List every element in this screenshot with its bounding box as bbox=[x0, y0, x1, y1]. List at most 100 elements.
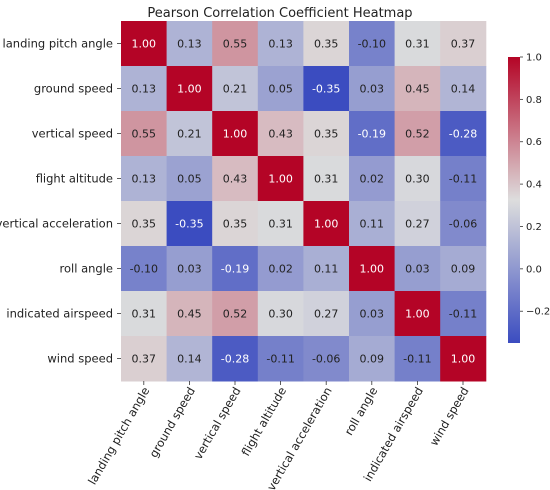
heatmap-cell bbox=[394, 156, 441, 202]
heatmap-cell bbox=[303, 66, 350, 112]
cell-value-label: 0.21 bbox=[223, 83, 248, 96]
heatmap-cell bbox=[212, 336, 259, 382]
cell-value-label: 0.35 bbox=[314, 38, 339, 51]
heatmap-cell bbox=[349, 291, 396, 337]
heatmap-cell bbox=[121, 336, 168, 382]
cell-value-label: 0.02 bbox=[268, 263, 293, 276]
heatmap-cell bbox=[440, 21, 487, 67]
heatmap-cell bbox=[121, 201, 168, 247]
y-tick-label: indicated airspeed bbox=[6, 307, 113, 321]
cell-value-label: 0.09 bbox=[451, 263, 476, 276]
cell-value-label: -0.11 bbox=[449, 308, 477, 321]
heatmap-cell bbox=[349, 21, 396, 67]
heatmap-cell bbox=[166, 21, 213, 67]
cell-value-label: 0.30 bbox=[268, 308, 293, 321]
cell-value-label: 0.31 bbox=[405, 38, 430, 51]
cell-value-label: 0.21 bbox=[177, 128, 202, 141]
cell-value-label: -0.06 bbox=[449, 218, 477, 231]
cell-value-label: 0.13 bbox=[132, 173, 157, 186]
heatmap-cell bbox=[440, 291, 487, 337]
heatmap-cell bbox=[257, 111, 304, 157]
y-tick-label: flight altitude bbox=[36, 172, 113, 186]
heatmap-cell bbox=[257, 336, 304, 382]
cell-value-label: 0.35 bbox=[132, 218, 157, 231]
cell-value-label: -0.11 bbox=[403, 353, 431, 366]
heatmap-cell bbox=[394, 336, 441, 382]
heatmap-cell bbox=[257, 291, 304, 337]
heatmap-cell bbox=[303, 336, 350, 382]
cell-value-label: 1.00 bbox=[268, 173, 293, 186]
colorbar-tick-label: 0.4 bbox=[526, 180, 542, 191]
x-tick-label: landing pitch angle bbox=[85, 385, 152, 488]
heatmap-cell bbox=[212, 291, 259, 337]
heatmap-cell bbox=[212, 111, 259, 157]
heatmap-cell bbox=[394, 246, 441, 292]
heatmap-cell bbox=[166, 291, 213, 337]
heatmap-cell bbox=[394, 21, 441, 67]
cell-value-label: 0.45 bbox=[405, 83, 430, 96]
heatmap-cell bbox=[212, 21, 259, 67]
heatmap-cell bbox=[212, 66, 259, 112]
cell-value-label: 0.11 bbox=[360, 218, 385, 231]
cell-value-label: -0.11 bbox=[266, 353, 294, 366]
heatmap-cell bbox=[349, 246, 396, 292]
heatmap-cell bbox=[166, 66, 213, 112]
heatmap-cell bbox=[394, 66, 441, 112]
cell-value-label: 0.27 bbox=[405, 218, 430, 231]
heatmap-cell bbox=[303, 156, 350, 202]
cell-value-label: 0.43 bbox=[223, 173, 248, 186]
heatmap-cell bbox=[121, 291, 168, 337]
cell-value-label: 1.00 bbox=[223, 128, 248, 141]
heatmap-cell bbox=[212, 246, 259, 292]
cell-value-label: 1.00 bbox=[314, 218, 339, 231]
colorbar-tick-label: 0.6 bbox=[526, 137, 542, 148]
x-tick-label: wind speed bbox=[427, 385, 472, 449]
x-tick-label: roll angle bbox=[342, 385, 381, 438]
cell-value-label: -0.10 bbox=[130, 263, 158, 276]
heatmap-cell bbox=[440, 201, 487, 247]
cell-value-label: 0.13 bbox=[268, 38, 293, 51]
colorbar-tick-label: −0.2 bbox=[526, 307, 550, 318]
colorbar-tick-label: 1.0 bbox=[526, 53, 542, 64]
cell-value-label: 0.03 bbox=[360, 308, 385, 321]
cell-value-label: 0.45 bbox=[177, 308, 202, 321]
colorbar-tick-label: 0.0 bbox=[526, 264, 542, 275]
y-tick-label: vertical speed bbox=[32, 127, 113, 141]
heatmap-cell bbox=[121, 21, 168, 67]
cell-value-label: 0.03 bbox=[360, 83, 385, 96]
heatmap-cell bbox=[257, 21, 304, 67]
colorbar-tick-label: 0.8 bbox=[526, 95, 542, 106]
cell-value-label: 0.11 bbox=[314, 263, 339, 276]
heatmap-cell bbox=[440, 156, 487, 202]
y-tick-label: ground speed bbox=[34, 82, 113, 96]
cell-value-label: 0.09 bbox=[360, 353, 385, 366]
heatmap-cell bbox=[257, 156, 304, 202]
heatmap-cell bbox=[166, 156, 213, 202]
heatmap-cell bbox=[166, 246, 213, 292]
cell-value-label: -0.11 bbox=[449, 173, 477, 186]
cell-value-label: 0.30 bbox=[405, 173, 430, 186]
y-tick-label: vertical acceleration bbox=[0, 217, 113, 231]
heatmap-cell bbox=[257, 66, 304, 112]
heatmap-cell bbox=[303, 21, 350, 67]
heatmap-cell bbox=[257, 246, 304, 292]
cell-value-label: 0.35 bbox=[314, 128, 339, 141]
x-tick-label: flight altitude bbox=[238, 385, 289, 459]
cell-value-label: 0.55 bbox=[223, 38, 248, 51]
heatmap-cell bbox=[303, 246, 350, 292]
cell-value-label: 0.55 bbox=[132, 128, 157, 141]
y-tick-labels: landing pitch angle ground speed vertical … bbox=[0, 37, 121, 366]
heatmap-cell bbox=[212, 156, 259, 202]
heatmap-cell bbox=[257, 201, 304, 247]
heatmap-cell bbox=[121, 246, 168, 292]
cell-value-label: 0.13 bbox=[132, 83, 157, 96]
cell-value-label: -0.19 bbox=[358, 128, 386, 141]
heatmap-cell bbox=[303, 201, 350, 247]
cell-value-label: 1.00 bbox=[177, 83, 202, 96]
cell-value-label: -0.28 bbox=[221, 353, 249, 366]
cell-value-label: 1.00 bbox=[132, 38, 157, 51]
colorbar-tick-label: 0.2 bbox=[526, 222, 542, 233]
cell-value-label: 0.52 bbox=[223, 308, 248, 321]
heatmap-cell bbox=[349, 111, 396, 157]
heatmap-cell bbox=[440, 111, 487, 157]
